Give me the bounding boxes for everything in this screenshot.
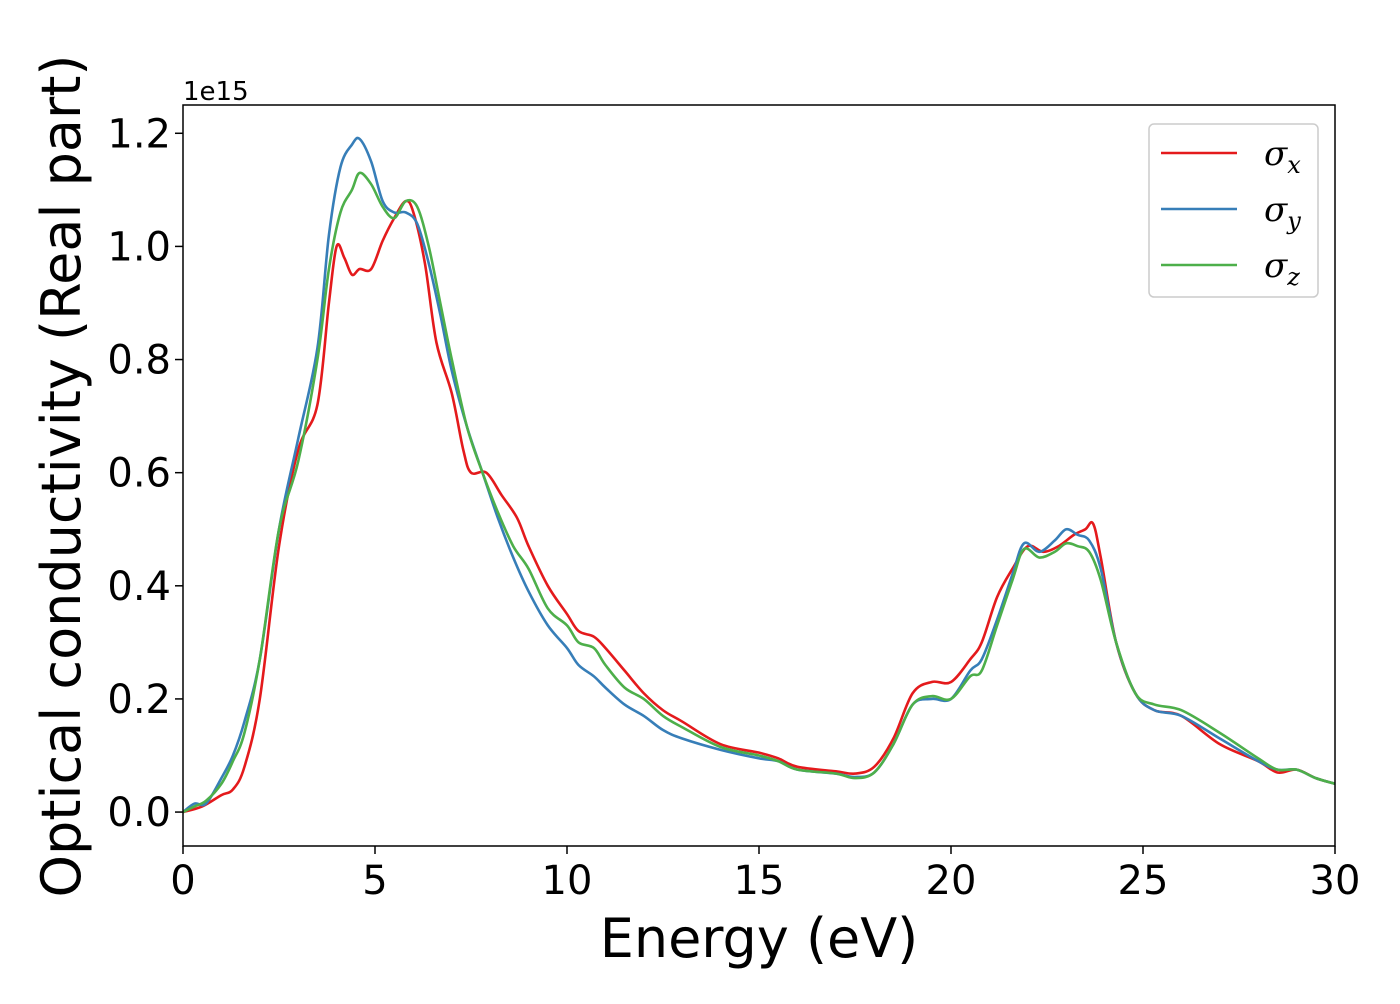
y-tick-label: 1.0 [107, 224, 171, 270]
x-tick-label: 30 [1310, 858, 1361, 904]
y-tick-label: 0.8 [107, 338, 171, 384]
y-axis-offset-label: 1e15 [183, 77, 249, 107]
x-tick-label: 5 [362, 858, 387, 904]
y-tick-label: 0.2 [107, 677, 171, 723]
x-tick-label: 20 [926, 858, 977, 904]
y-axis-title: Optical conductivity (Real part) [30, 55, 93, 898]
legend-label-x: σx [1264, 134, 1301, 179]
legend-label-y: σy [1264, 190, 1301, 235]
x-axis-title: Energy (eV) [600, 907, 919, 970]
y-axis-ticks: 0.0 0.2 0.4 0.6 0.8 1.0 1.2 [107, 111, 183, 836]
y-tick-label: 0.4 [107, 564, 171, 610]
x-tick-label: 0 [170, 858, 195, 904]
y-tick-label: 1.2 [107, 111, 171, 157]
series-lines [183, 136, 1335, 814]
x-tick-label: 25 [1118, 858, 1169, 904]
x-axis-ticks: 0 5 10 15 20 25 30 [170, 846, 1360, 904]
legend-box [1148, 123, 1319, 298]
series-line-y [183, 136, 1335, 814]
y-tick-label: 0.6 [107, 451, 171, 497]
legend-label-z: σz [1264, 246, 1300, 291]
x-tick-label: 10 [542, 858, 593, 904]
legend-entries: σx σy σz [1161, 134, 1301, 291]
series-line-x [183, 199, 1335, 814]
series-line-z [183, 171, 1335, 814]
legend: σx σy σz [1148, 123, 1319, 298]
y-tick-label: 0.0 [107, 790, 171, 836]
x-tick-label: 15 [734, 858, 785, 904]
